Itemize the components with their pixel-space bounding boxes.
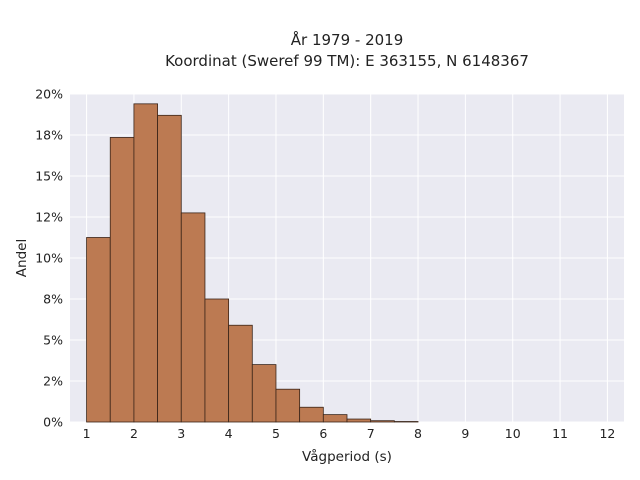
y-tick-label-1: 2% (43, 374, 63, 389)
x-axis-ticks: 1 2 3 4 5 6 7 8 9 10 11 12 (83, 426, 616, 441)
bars (86, 103, 419, 423)
histogram-bar-7 (251, 364, 277, 423)
histogram-bar-3 (157, 114, 182, 423)
x-tick-label-9: 10 (505, 426, 521, 441)
y-tick-label-2: 5% (43, 333, 63, 348)
x-tick-label-6: 7 (367, 426, 375, 441)
y-tick-label-5: 12% (35, 210, 63, 225)
histogram-bar-12 (370, 420, 395, 423)
y-tick-label-0: 0% (43, 415, 63, 430)
y-tick-label-4: 10% (35, 251, 63, 266)
x-tick-label-7: 8 (414, 426, 422, 441)
y-tick-label-6: 15% (35, 169, 63, 184)
histogram-bar-6 (228, 324, 253, 423)
x-tick-label-10: 11 (552, 426, 568, 441)
histogram-bar-1 (109, 137, 135, 423)
histogram-bar-9 (299, 406, 324, 423)
chart-title-line2: Koordinat (Sweref 99 TM): E 363155, N 61… (165, 52, 529, 70)
y-axis-label: Andel (14, 239, 30, 277)
y-tick-label-7: 18% (35, 128, 63, 143)
x-tick-label-8: 9 (461, 426, 469, 441)
histogram-bar-8 (275, 388, 301, 423)
x-tick-label-0: 1 (83, 426, 91, 441)
histogram-bar-11 (346, 418, 372, 423)
histogram-bar-5 (204, 298, 230, 423)
chart-title-line1: År 1979 - 2019 (291, 30, 404, 49)
y-tick-label-3: 8% (43, 292, 63, 307)
histogram-bar-4 (180, 212, 206, 423)
y-axis-ticks: 0% 2% 5% 8% 10% 12% 15% 18% 20% (35, 87, 63, 430)
x-tick-label-5: 6 (319, 426, 327, 441)
histogram-bar-2 (133, 103, 158, 423)
x-tick-label-4: 5 (272, 426, 280, 441)
x-axis-label: Vågperiod (s) (302, 448, 392, 465)
x-tick-label-3: 4 (225, 426, 233, 441)
histogram-bar-0 (86, 237, 111, 423)
y-tick-label-8: 20% (35, 87, 63, 102)
histogram-bar-10 (322, 414, 348, 423)
x-tick-label-1: 2 (130, 426, 138, 441)
x-tick-label-2: 3 (177, 426, 185, 441)
x-tick-label-11: 12 (599, 426, 615, 441)
